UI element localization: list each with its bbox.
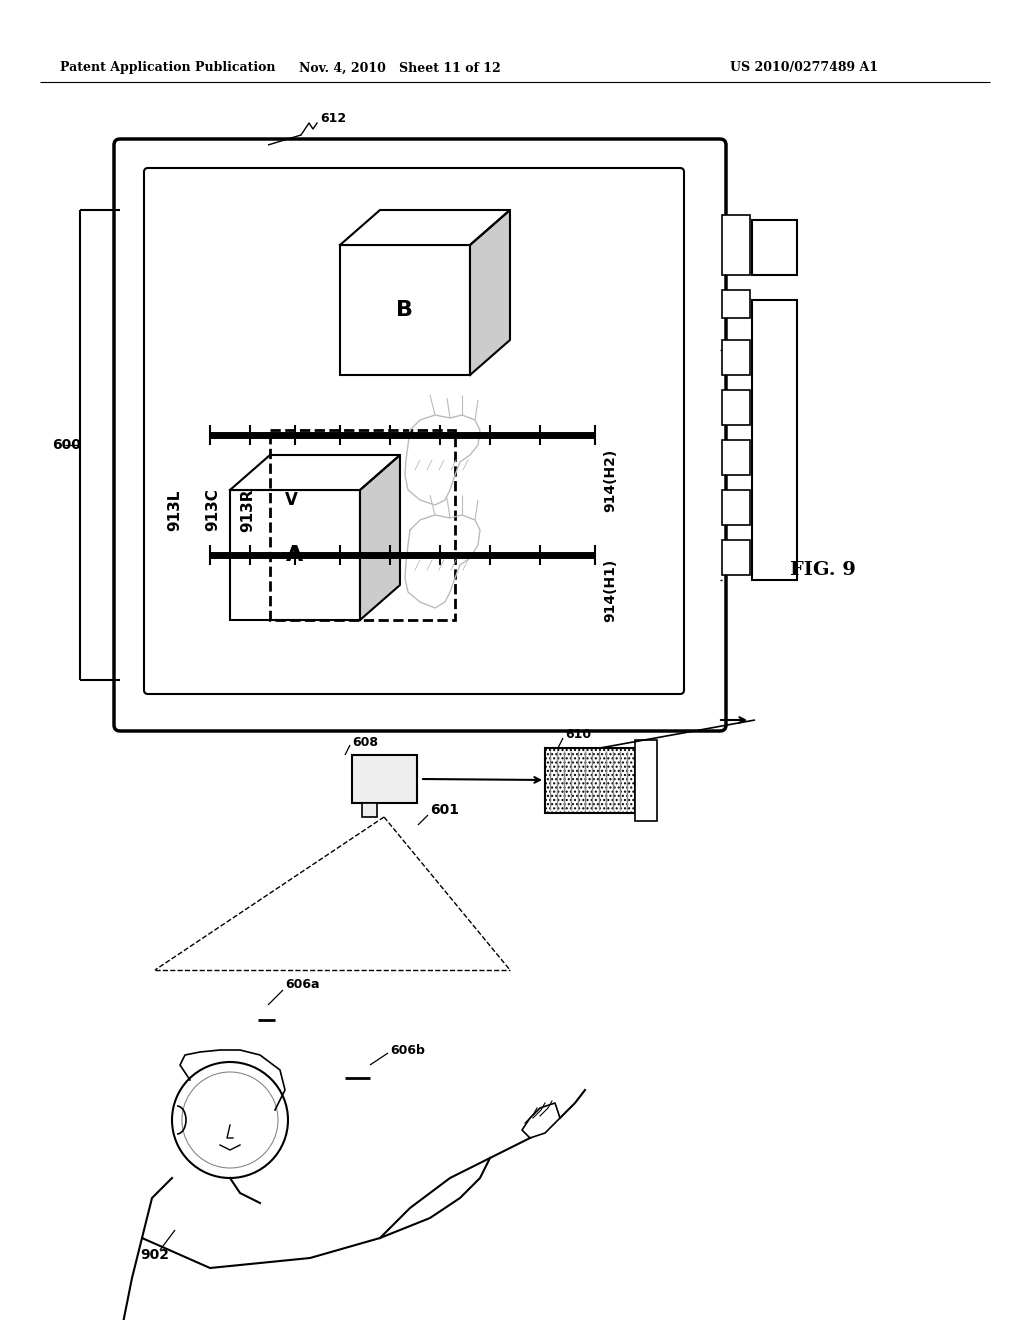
Text: FIG. 9: FIG. 9 (790, 561, 856, 579)
Bar (362, 803, 377, 817)
Text: B: B (396, 300, 414, 319)
Text: Nov. 4, 2010   Sheet 11 of 12: Nov. 4, 2010 Sheet 11 of 12 (299, 62, 501, 74)
Text: US 2010/0277489 A1: US 2010/0277489 A1 (730, 62, 878, 74)
Polygon shape (470, 210, 510, 375)
Bar (230, 490, 360, 620)
Text: 612: 612 (319, 111, 346, 124)
Text: V: V (285, 491, 298, 510)
Text: 600: 600 (52, 438, 81, 451)
FancyBboxPatch shape (114, 139, 726, 731)
Polygon shape (230, 455, 400, 490)
Bar (722, 440, 750, 475)
Bar (270, 430, 455, 620)
Bar (722, 540, 750, 576)
Bar (722, 215, 750, 275)
Bar (340, 246, 470, 375)
Bar (722, 341, 750, 375)
Polygon shape (340, 210, 510, 246)
Text: 913L: 913L (168, 490, 182, 531)
Text: 606a: 606a (285, 978, 319, 991)
Bar (722, 290, 750, 318)
Text: 601: 601 (430, 803, 459, 817)
Bar (752, 220, 797, 275)
Text: 914(H1): 914(H1) (603, 558, 617, 622)
Text: 610: 610 (565, 729, 591, 742)
Bar (752, 300, 797, 579)
Text: Patent Application Publication: Patent Application Publication (60, 62, 275, 74)
FancyBboxPatch shape (144, 168, 684, 694)
Circle shape (172, 1063, 288, 1177)
Bar (545, 748, 635, 813)
Bar (352, 755, 417, 803)
Bar (635, 741, 657, 821)
Text: 606b: 606b (390, 1044, 425, 1056)
Text: A: A (287, 545, 304, 565)
Text: 902: 902 (140, 1247, 169, 1262)
Bar (722, 490, 750, 525)
Text: 913C: 913C (206, 488, 220, 532)
Text: 913R: 913R (241, 488, 256, 532)
Text: 914(H2): 914(H2) (603, 449, 617, 512)
Polygon shape (360, 455, 400, 620)
Bar (722, 389, 750, 425)
Text: 608: 608 (352, 735, 378, 748)
